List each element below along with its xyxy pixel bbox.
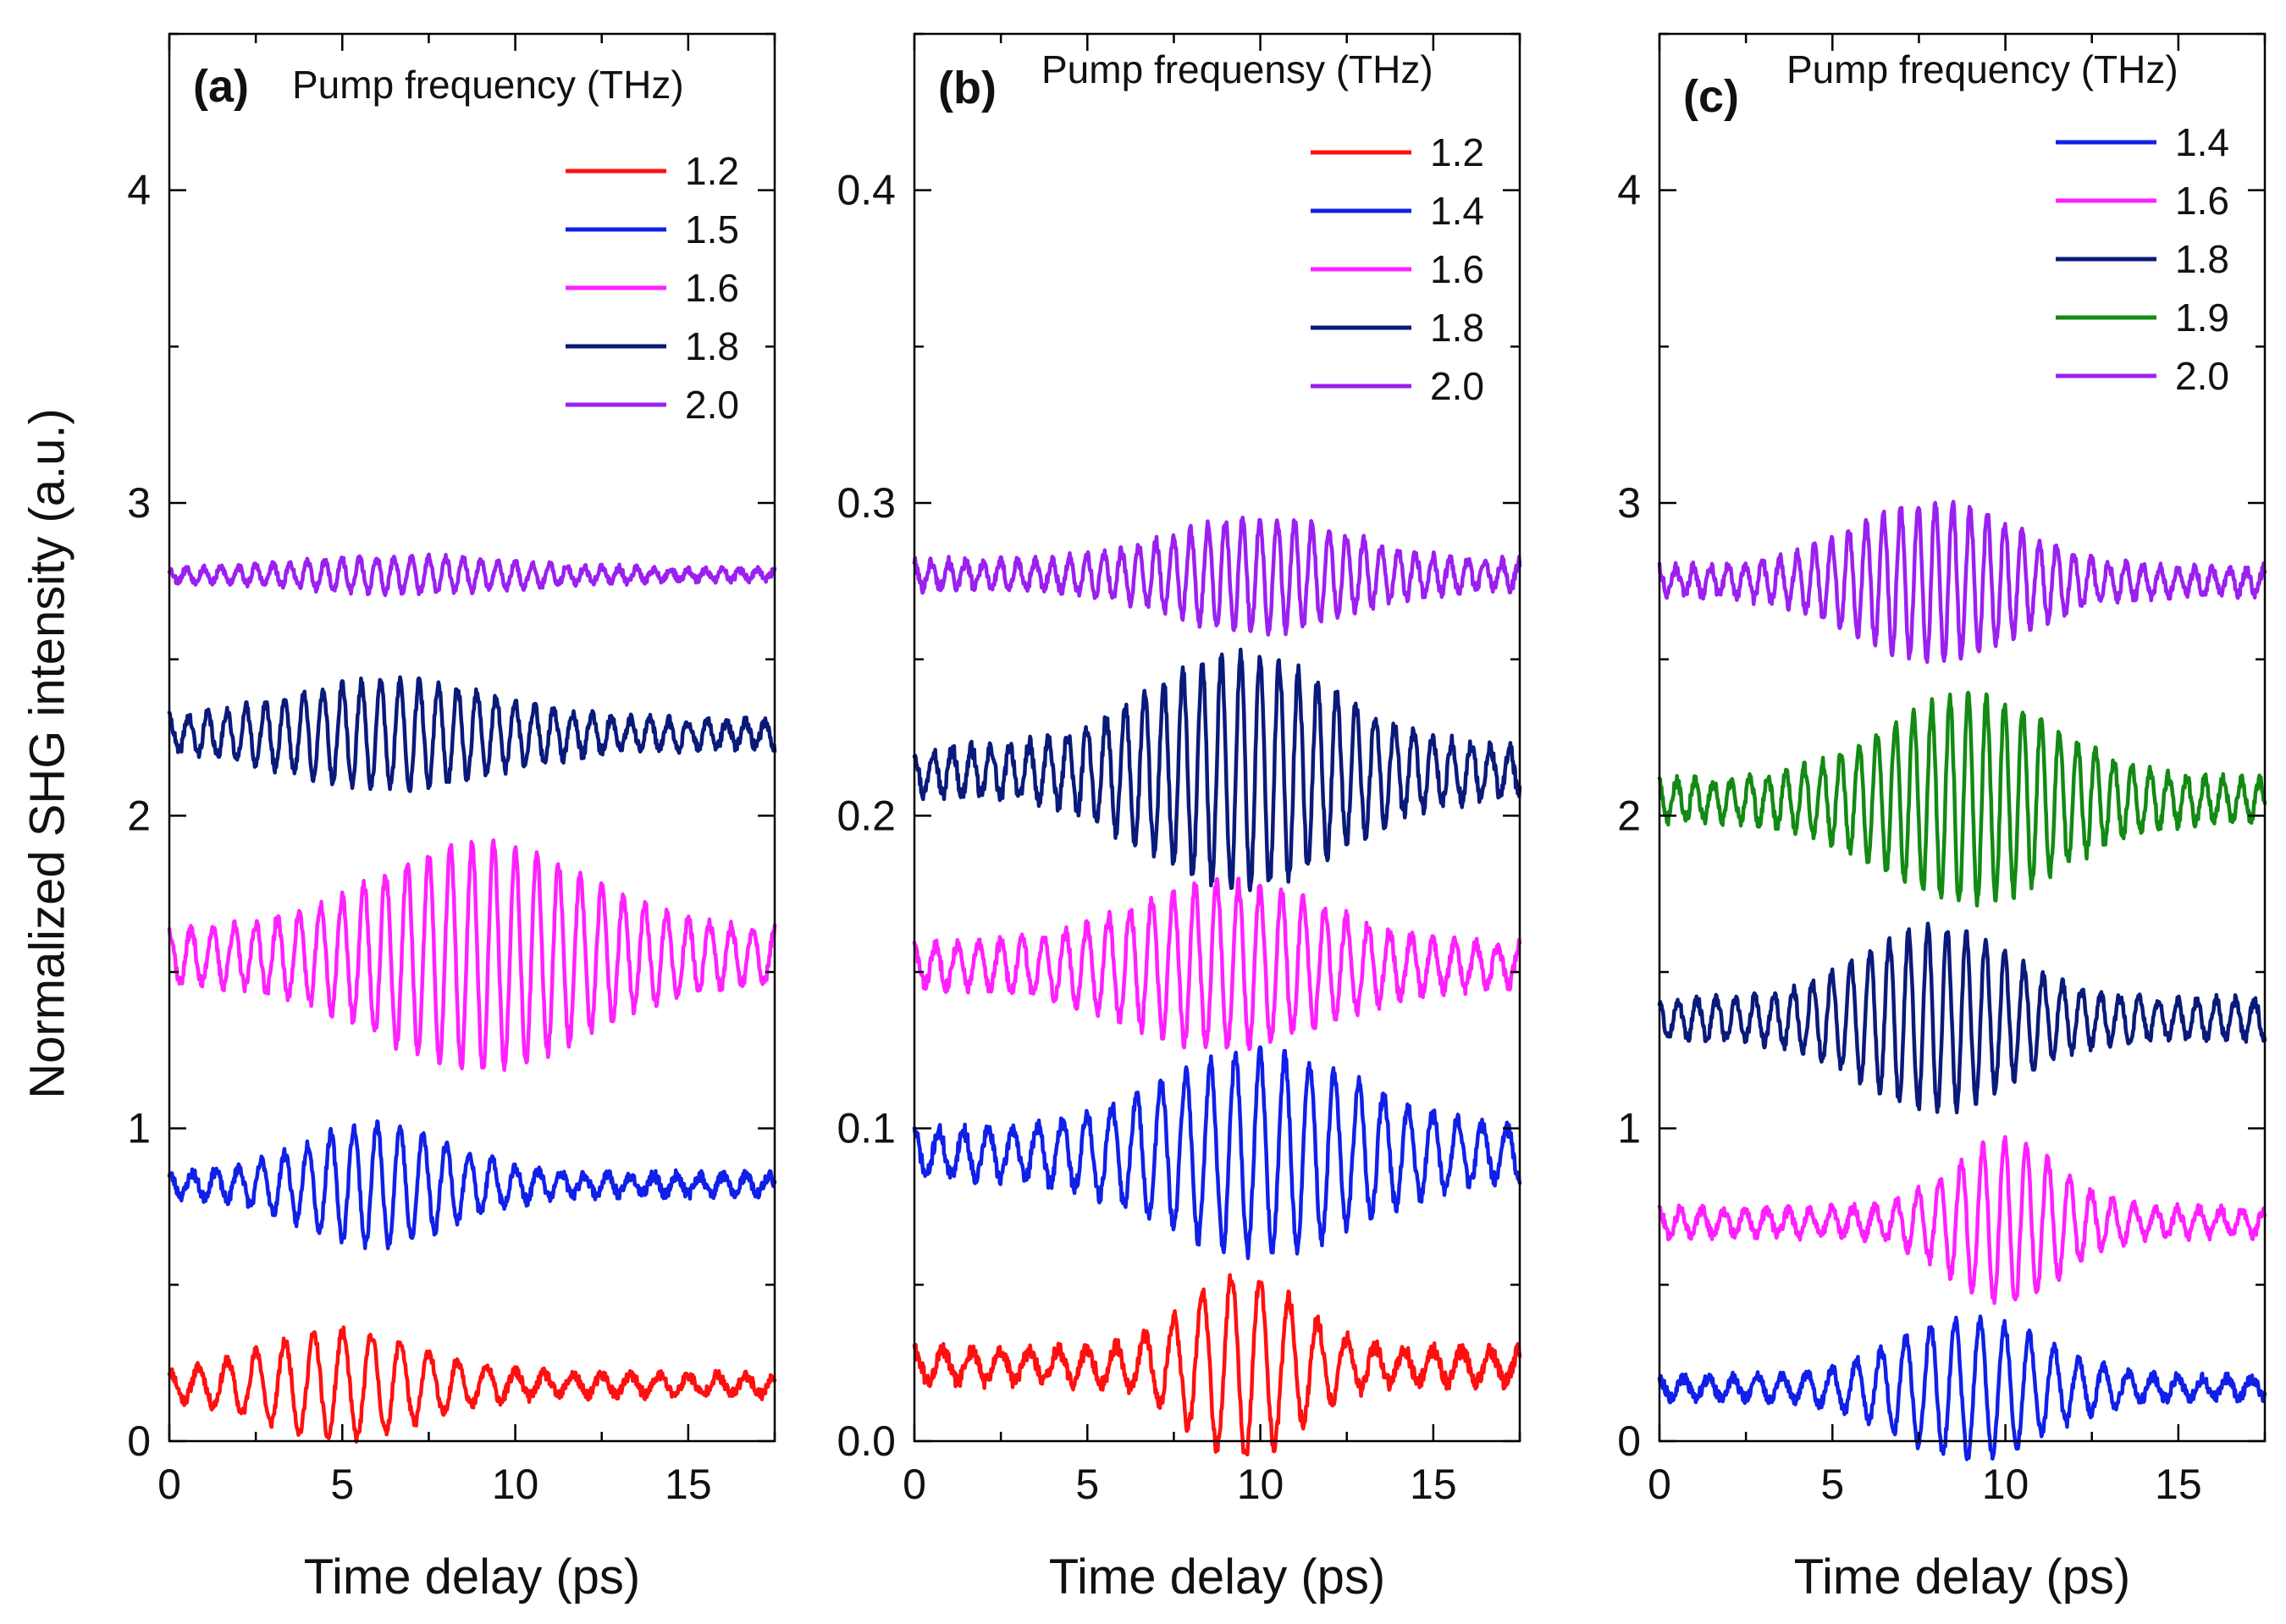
panel-b-trace-1.2 — [912, 1273, 1522, 1457]
panel-c-frame — [1658, 32, 2267, 1443]
panel-b-xtick-label: 5 — [1075, 1461, 1099, 1508]
panel-a-ticks: 0 5 10 15 0 1 2 3 4 — [127, 32, 776, 1508]
panel-c-xtick-label: 0 — [1648, 1461, 1671, 1508]
panel-b-x-label: Time delay (ps) — [1049, 1549, 1386, 1605]
panel-c-x-label: Time delay (ps) — [1794, 1549, 2131, 1605]
panel-c-traces — [1657, 500, 2267, 1461]
panel-a-legend-label-1.2: 1.2 — [685, 149, 739, 193]
panel-c-legend: 1.4 1.6 1.8 1.9 2.0 — [2056, 120, 2229, 398]
panel-b-traces — [912, 515, 1522, 1457]
panel-a-legend-label-1.6: 1.6 — [685, 266, 739, 310]
panel-c-trace-1.8 — [1657, 921, 2267, 1115]
panel-a-xtick-label: 5 — [330, 1461, 354, 1508]
panel-a-legend: 1.2 1.5 1.6 1.8 2.0 — [566, 149, 739, 427]
panel-c-trace-1.4 — [1657, 1314, 2267, 1461]
panel-a: 0 5 10 15 0 1 2 3 4 (a) Pump frequency (THz) 1.2… — [127, 32, 777, 1605]
panel-c-ticks: 0 5 10 15 0 1 2 3 4 — [1617, 32, 2267, 1508]
panel-c-ytick-label: 4 — [1617, 167, 1641, 214]
panel-a-ytick-label: 2 — [127, 792, 151, 839]
panel-b-trace-1.4 — [912, 1045, 1522, 1261]
panel-c-ytick-label: 1 — [1617, 1105, 1641, 1152]
panel-c-trace-2.0 — [1657, 500, 2267, 665]
panel-b-ytick-label: 0.2 — [837, 792, 896, 839]
panel-a-xtick-label: 10 — [492, 1461, 539, 1508]
panel-a-trace-1.6 — [167, 838, 777, 1072]
panel-b-tag: (b) — [938, 63, 997, 113]
panel-b-xtick-label: 0 — [903, 1461, 926, 1508]
panel-a-trace-1.5 — [167, 1119, 777, 1251]
panel-a-frame — [168, 32, 776, 1443]
panel-a-ytick-label: 0 — [127, 1417, 151, 1465]
panel-b-xtick-label: 15 — [1410, 1461, 1457, 1508]
panel-a-legend-label-1.8: 1.8 — [685, 324, 739, 368]
panel-b-trace-1.6 — [912, 876, 1522, 1052]
panel-a-trace-2.0 — [167, 552, 777, 598]
panel-c-xtick-label: 10 — [1982, 1461, 2029, 1508]
panel-b-xtick-label: 10 — [1237, 1461, 1284, 1508]
panel-b-legend-label-2.0: 2.0 — [1430, 364, 1484, 408]
panel-b-trace-1.8 — [912, 647, 1522, 892]
panel-a-tag: (a) — [193, 61, 249, 112]
panel-a-xtick-label: 15 — [665, 1461, 712, 1508]
panel-c-xtick-label: 5 — [1820, 1461, 1844, 1508]
panel-c-tag: (c) — [1683, 71, 1739, 122]
panel-b-ytick-label: 0.3 — [837, 479, 896, 527]
panel-b-ytick-label: 0.0 — [837, 1417, 896, 1465]
panel-c-xtick-label: 15 — [2155, 1461, 2202, 1508]
panel-c-legend-label-1.9: 1.9 — [2175, 296, 2229, 340]
panel-b-legend-label-1.4: 1.4 — [1430, 189, 1484, 233]
panel-b-legend-label-1.6: 1.6 — [1430, 247, 1484, 291]
panel-a-legend-title: Pump frequency (THz) — [292, 63, 684, 107]
panel-b-legend-label-1.2: 1.2 — [1430, 130, 1484, 174]
panel-a-trace-1.2 — [167, 1325, 777, 1444]
panel-c-legend-title: Pump frequency (THz) — [1786, 47, 2178, 91]
panel-a-ytick-label: 3 — [127, 479, 151, 527]
panel-c-ytick-label: 2 — [1617, 792, 1641, 839]
panel-c-legend-label-2.0: 2.0 — [2175, 354, 2229, 398]
panel-b: 0 5 10 15 0.0 0.1 0.2 0.3 0.4 (b) Pump frequensy… — [837, 32, 1522, 1605]
panel-b-ytick-label: 0.1 — [837, 1105, 896, 1152]
panel-b-ticks: 0 5 10 15 0.0 0.1 0.2 0.3 0.4 — [837, 32, 1521, 1508]
panel-a-ytick-label: 4 — [127, 167, 151, 214]
panel-b-legend: 1.2 1.4 1.6 1.8 2.0 — [1311, 130, 1484, 408]
panel-a-ytick-label: 1 — [127, 1105, 151, 1152]
panel-a-traces — [167, 552, 777, 1444]
panel-b-frame — [913, 32, 1521, 1443]
panel-c-ytick-label: 3 — [1617, 479, 1641, 527]
panel-b-trace-2.0 — [912, 515, 1522, 637]
panel-c-legend-label-1.8: 1.8 — [2175, 237, 2229, 281]
panel-c-legend-label-1.4: 1.4 — [2175, 120, 2229, 164]
panel-a-x-label: Time delay (ps) — [304, 1549, 641, 1605]
panel-a-legend-label-2.0: 2.0 — [685, 383, 739, 427]
panel-a-legend-label-1.5: 1.5 — [685, 207, 739, 251]
panel-c-trace-1.6 — [1657, 1135, 2267, 1306]
panel-b-ytick-label: 0.4 — [837, 167, 896, 214]
y-axis-label: Normalized SHG intensity (a.u.) — [19, 408, 75, 1098]
panel-a-trace-1.8 — [167, 675, 777, 793]
panel-c: 0 5 10 15 0 1 2 3 4 (c) Pump frequency (THz) 1.4… — [1617, 32, 2267, 1605]
panel-b-legend-title: Pump frequensy (THz) — [1041, 47, 1433, 91]
panel-b-legend-label-1.8: 1.8 — [1430, 306, 1484, 350]
panel-c-trace-1.9 — [1657, 690, 2267, 908]
panel-a-xtick-label: 0 — [157, 1461, 181, 1508]
panel-c-ytick-label: 0 — [1617, 1417, 1641, 1465]
panel-c-legend-label-1.6: 1.6 — [2175, 179, 2229, 223]
